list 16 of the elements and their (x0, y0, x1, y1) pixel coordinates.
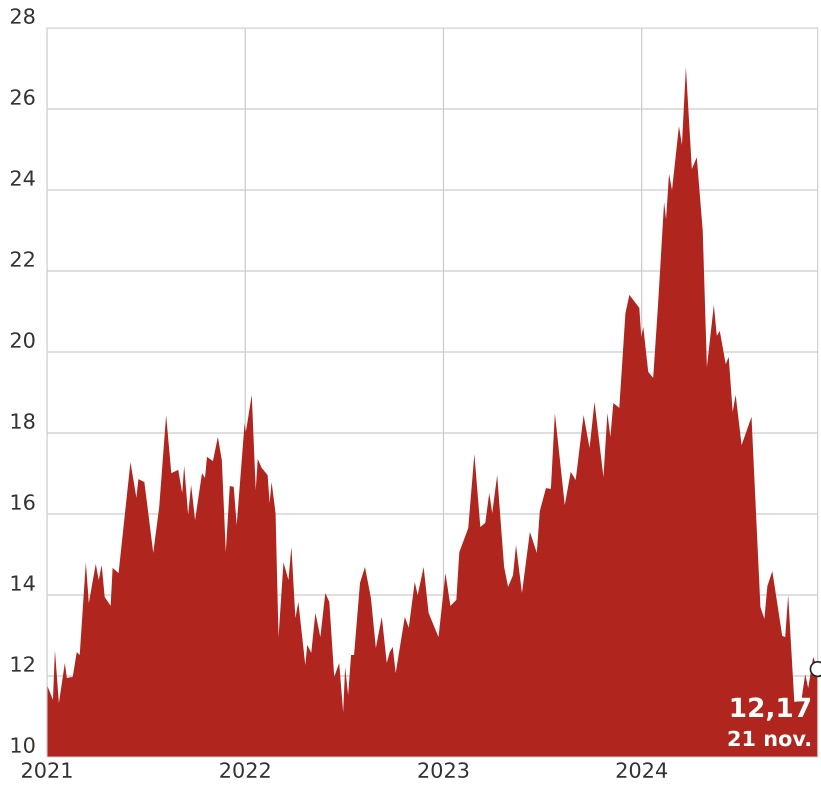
y-tick-label: 20 (10, 332, 35, 348)
x-tick-label: 2023 (418, 762, 468, 778)
x-tick-label: 2021 (22, 762, 72, 778)
y-tick-label: 22 (10, 251, 34, 267)
annotation: 12,17 (732, 697, 810, 721)
annotation: 21 nov. (728, 730, 810, 746)
x-tick-label: 2022 (220, 762, 270, 778)
y-tick-label: 26 (10, 89, 35, 105)
y-tick-label: 28 (10, 8, 34, 24)
y-tick-label: 24 (10, 170, 35, 186)
y-tick-label: 10 (12, 737, 35, 753)
y-tick-label: 18 (12, 413, 34, 429)
y-tick-label: 14 (12, 575, 35, 591)
y-tick-label: 16 (12, 494, 35, 510)
x-tick-label: 2024 (616, 762, 668, 778)
y-tick-label: 12 (12, 656, 34, 672)
